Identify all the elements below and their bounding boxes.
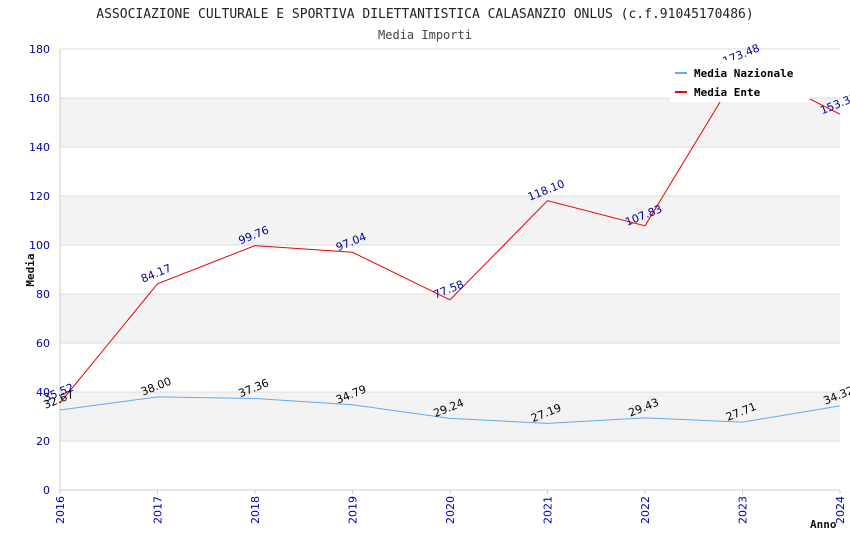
y-tick-label: 80 [36, 288, 50, 301]
y-tick-label: 180 [29, 43, 50, 56]
legend: Media Nazionale Media Ente [670, 60, 810, 102]
x-tick-label: 2017 [152, 496, 165, 524]
y-tick-label: 60 [36, 337, 50, 350]
x-tick-label: 2021 [542, 496, 555, 524]
grid-band [60, 98, 840, 147]
grid-bands [60, 98, 840, 441]
y-tick-label: 120 [29, 190, 50, 203]
y-tick-label: 40 [36, 386, 50, 399]
chart-title: ASSOCIAZIONE CULTURALE E SPORTIVA DILETT… [96, 7, 753, 22]
series-line-0 [59, 396, 841, 424]
grid-band [60, 196, 840, 245]
x-tick-label: 2020 [444, 496, 457, 524]
x-tick-label: 2016 [54, 496, 67, 524]
grid-band [60, 294, 840, 343]
y-tick-label: 0 [43, 484, 50, 497]
y-tick-label: 20 [36, 435, 50, 448]
x-axis-label: Anno [810, 518, 837, 531]
y-tick-label: 160 [29, 92, 50, 105]
x-tick-label: 2024 [834, 496, 847, 524]
y-tick-label: 100 [29, 239, 50, 252]
x-tick-label: 2019 [347, 496, 360, 524]
series-line-1 [59, 64, 841, 404]
x-tick-label: 2018 [249, 496, 262, 524]
y-axis-ticks: 0 20 40 60 80 100 120 140 160 180 [29, 43, 50, 497]
grid-lines [60, 48, 840, 491]
legend-entry: Media Nazionale [694, 67, 794, 80]
chart-subtitle: Media Importi [378, 28, 472, 42]
legend-entry: Media Ente [694, 86, 761, 99]
x-tick-label: 2022 [639, 496, 652, 524]
series-lines [59, 64, 841, 424]
legend-box [670, 60, 810, 102]
x-tick-label: 2023 [737, 496, 750, 524]
grid-band [60, 392, 840, 441]
y-tick-label: 140 [29, 141, 50, 154]
data-label: 84.17 [139, 262, 173, 286]
x-axis-ticks: 2016 2017 2018 2019 2020 2021 2022 2023 2024 [54, 490, 847, 524]
y-axis-label: Media [24, 253, 37, 286]
